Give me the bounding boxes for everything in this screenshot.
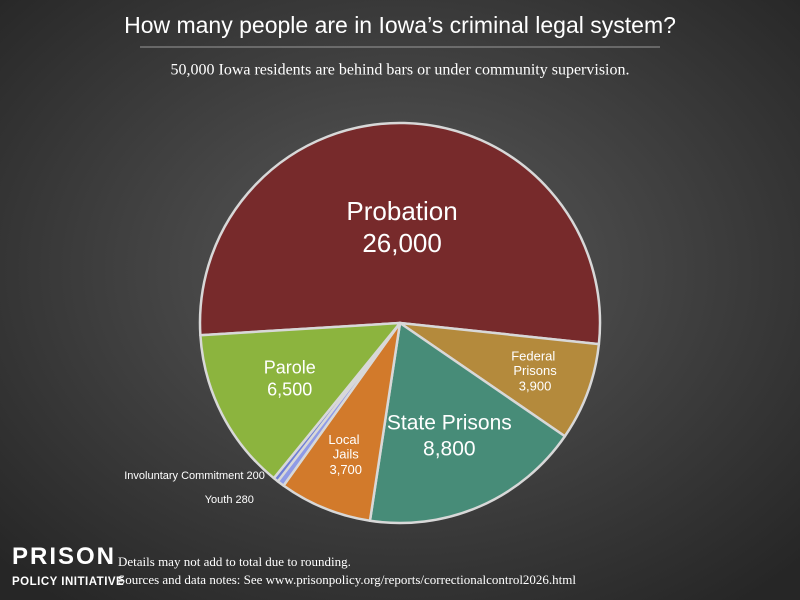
- pie-slice: [199, 321, 402, 480]
- outside-label: Youth 280: [205, 494, 254, 506]
- slice-value: 280: [236, 494, 254, 506]
- slice-label: State Prisons: [387, 411, 512, 434]
- slice-value: 200: [246, 470, 264, 482]
- slice-label-line: Federal: [511, 349, 559, 364]
- slice-label: Local Jails: [328, 432, 363, 462]
- slice-value: 8,800: [423, 437, 476, 460]
- logo-top: PRISON: [12, 543, 116, 570]
- note: Sources and data notes: See www.prisonpo…: [118, 572, 576, 587]
- slice-name: Involuntary Commitment: [124, 470, 246, 482]
- chart-title: How many people are in Iowa’s criminal l…: [124, 12, 676, 38]
- slice-label-line: Local: [328, 432, 363, 447]
- slice-label: Federal Prisons: [511, 349, 559, 379]
- logo-bottom: POLICY INITIATIVE: [12, 576, 124, 588]
- slice-name: Youth: [205, 494, 236, 506]
- outside-label: Involuntary Commitment 200: [124, 470, 265, 482]
- note: Details may not add to total due to roun…: [118, 554, 351, 569]
- pie-slice: [198, 121, 602, 346]
- slice-label: Probation: [346, 196, 457, 226]
- slice-label-line: Jails: [333, 447, 360, 462]
- slice-value: 6,500: [267, 380, 312, 400]
- pie-slice: [368, 321, 567, 525]
- slice-value: 3,900: [519, 379, 552, 394]
- slice-value: 26,000: [362, 228, 442, 258]
- slice-label-line: Prisons: [513, 364, 557, 379]
- slice-value: 3,700: [329, 462, 362, 477]
- slice-label: Parole: [264, 357, 316, 377]
- chart-subtitle: 50,000 Iowa residents are behind bars or…: [170, 62, 629, 79]
- pie-slice: [398, 321, 601, 438]
